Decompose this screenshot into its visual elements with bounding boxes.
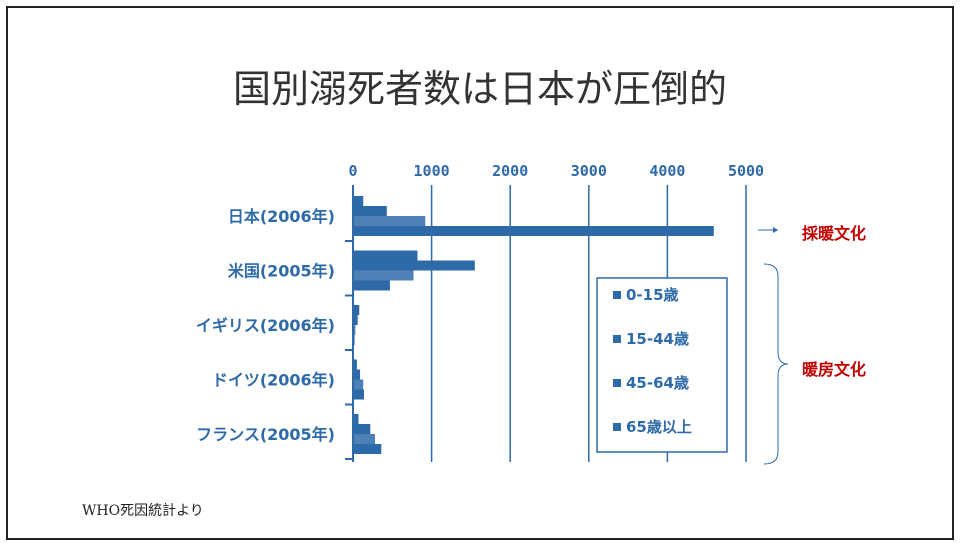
legend-swatch: [613, 423, 621, 431]
bar-3: [353, 216, 426, 226]
bar-2: [353, 206, 387, 216]
bar-3: [353, 379, 364, 390]
legend-swatch: [613, 335, 621, 343]
bar-2: [353, 369, 361, 380]
bar-3: [353, 325, 356, 335]
category-label: 米国(2005年): [228, 262, 335, 281]
x-tick-label: 5000: [728, 162, 764, 180]
slide-frame: [6, 6, 954, 540]
bar-1: [353, 196, 364, 206]
source-note: WHO死因統計より: [82, 503, 204, 519]
bar-4: [353, 444, 382, 454]
heating-culture-label: 採暖文化: [802, 224, 867, 243]
bar-2: [353, 315, 358, 325]
legend-label: 15-44歳: [626, 330, 689, 348]
bar-3: [353, 434, 376, 444]
bar-1: [353, 414, 359, 424]
legend-label: 65歳以上: [626, 418, 692, 436]
slide-title: 国別溺死者数は日本が圧倒的: [232, 67, 727, 111]
x-tick-label: 1000: [414, 162, 450, 180]
x-tick-label: 3000: [571, 162, 607, 180]
legend-swatch: [613, 379, 621, 387]
category-label: 日本(2006年): [228, 207, 335, 226]
bar-4: [353, 335, 355, 345]
x-tick-label: 0: [348, 162, 357, 180]
bar-1: [353, 359, 357, 370]
x-tick-label: 2000: [492, 162, 528, 180]
category-label: フランス(2005年): [196, 425, 335, 444]
legend-label: 0-15歳: [626, 286, 679, 304]
category-label: イギリス(2006年): [196, 316, 335, 335]
bar-2: [353, 424, 371, 434]
bar-1: [353, 305, 360, 315]
brace-icon: [763, 263, 789, 465]
warming-culture-label: 暖房文化: [802, 360, 867, 379]
bar-4: [353, 280, 390, 291]
bar-2: [353, 260, 475, 271]
arrow-icon: [773, 227, 778, 233]
legend-label: 45-64歳: [626, 374, 689, 392]
bar-3: [353, 270, 414, 281]
bar-1: [353, 250, 418, 261]
category-label: ドイツ(2006年): [212, 371, 335, 390]
x-tick-label: 4000: [649, 162, 685, 180]
legend-swatch: [613, 291, 621, 299]
bar-4: [353, 226, 714, 236]
bar-4: [353, 389, 365, 400]
